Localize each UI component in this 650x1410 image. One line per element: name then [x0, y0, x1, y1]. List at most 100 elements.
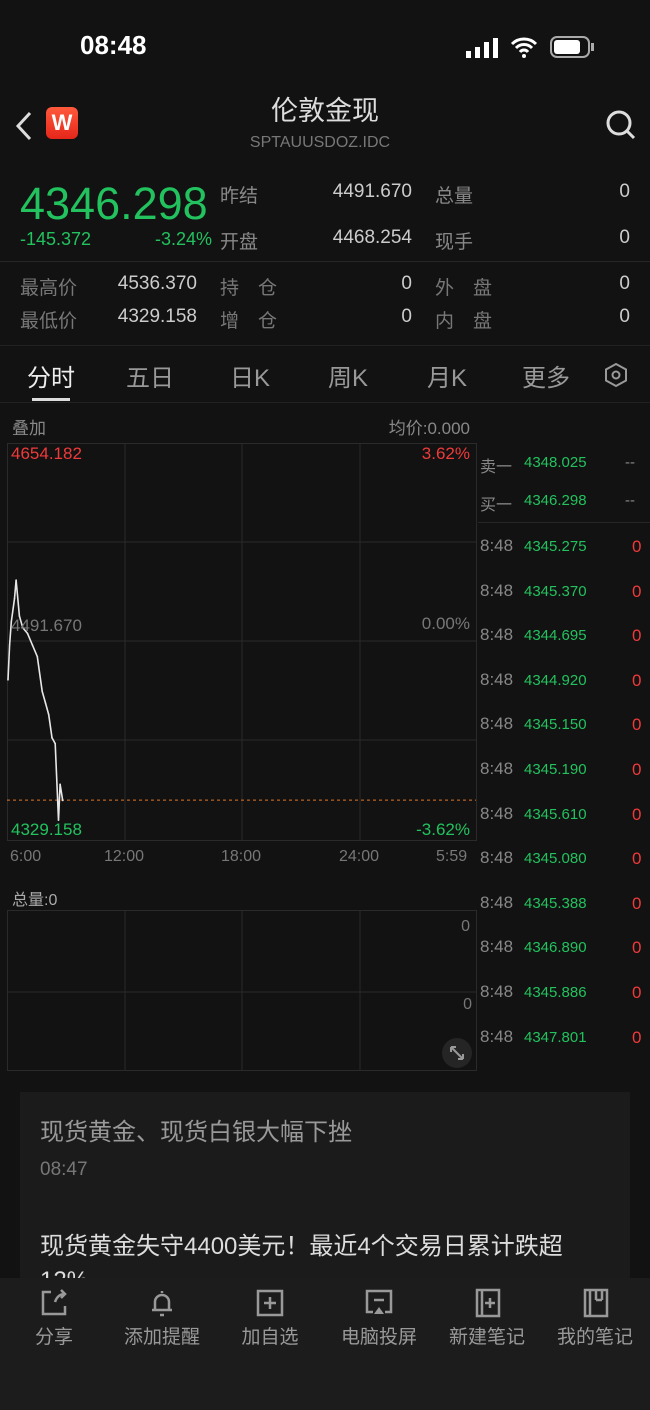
- expand-icon: [450, 1046, 464, 1060]
- tick-price: 4344.920: [524, 671, 587, 689]
- tick-volume: 0: [632, 804, 642, 824]
- ask-label: 卖一: [480, 459, 513, 476]
- tick-volume: 0: [632, 983, 642, 1002]
- price-point: [13, 597, 16, 600]
- price-point: [44, 702, 47, 704]
- price-point: [31, 644, 34, 646]
- field-label: 开盘: [220, 232, 259, 253]
- stat-label: 最高价: [20, 278, 78, 299]
- y-label-bottom: 4329.158: [11, 820, 82, 839]
- stat-label: 增 仓: [220, 311, 278, 332]
- volume-axis-top: 0: [461, 918, 470, 935]
- tick-volume: 0: [632, 938, 642, 958]
- stat-label: 最低价: [20, 311, 78, 332]
- share-icon: [41, 1289, 67, 1316]
- tick-price: 4346.890: [524, 939, 587, 957]
- stat-value: 0: [401, 273, 412, 294]
- tick-row: 8:48 4344.695 0: [480, 617, 650, 661]
- tick-price: 4345.886: [524, 984, 587, 1001]
- tick-row: 8:48 4345.370 0: [480, 573, 650, 617]
- y-pct-mid: 0.00%: [421, 614, 470, 633]
- tick-volume: 0: [632, 1027, 642, 1047]
- tick-volume: 0: [632, 715, 642, 735]
- price-point: [7, 679, 9, 681]
- overlay-button[interactable]: 叠加: [12, 419, 46, 438]
- settings-icon[interactable]: [603, 362, 629, 388]
- ask-price: 4348.025: [524, 454, 587, 471]
- stat-value: 4329.158: [117, 306, 197, 327]
- tick-row: 8:48 4345.190 0: [480, 751, 650, 795]
- tab-daily[interactable]: 日K: [230, 365, 271, 392]
- toolbar-label: 分享: [34, 1327, 73, 1348]
- price-point: [36, 655, 39, 658]
- tick-price: 4345.190: [524, 761, 587, 778]
- add-watchlist-button[interactable]: 加自选: [216, 1288, 324, 1349]
- x-tick: 24:00: [339, 848, 380, 865]
- tick-volume: 0: [632, 670, 642, 690]
- tick-time: 8:48: [480, 580, 514, 600]
- expand-button[interactable]: [442, 1038, 472, 1068]
- bottom-toolbar: 分享 添加提醒 加自选 电脑投屏 新建笔记 我的笔记: [0, 1278, 650, 1410]
- intraday-chart[interactable]: [0, 440, 478, 870]
- tab-weekly[interactable]: 周K: [328, 365, 369, 392]
- tick-row: 8:48 4347.801 0: [480, 1019, 650, 1063]
- tick-price: 4345.080: [524, 850, 587, 868]
- new-note-button[interactable]: 新建笔记: [433, 1288, 541, 1349]
- tick-time: 8:48: [480, 625, 514, 645]
- tick-price: 4347.801: [524, 1028, 587, 1046]
- field-label: 总量: [435, 186, 474, 207]
- new-note-icon: [475, 1288, 501, 1318]
- tab-monthly[interactable]: 月K: [427, 365, 468, 392]
- news-title[interactable]: 现货黄金、现货白银大幅下挫: [40, 1119, 352, 1146]
- field-value: 4491.670: [332, 181, 412, 202]
- tick-time: 8:48: [480, 1026, 514, 1046]
- tick-price: 4345.610: [524, 805, 587, 823]
- price-point: [47, 713, 50, 716]
- volume-axis-mid: 0: [463, 996, 472, 1013]
- add-alert-button[interactable]: 添加提醒: [108, 1288, 216, 1349]
- signal-icon: [466, 38, 498, 58]
- tick-time: 8:48: [480, 892, 514, 912]
- page-title: 伦敦金现: [271, 96, 379, 126]
- tick-time: 8:48: [480, 848, 514, 868]
- tick-row: 8:48 4345.080 0: [480, 840, 650, 884]
- volume-chart: [7, 910, 477, 1071]
- ask-row: 卖一 4348.025 --: [480, 450, 650, 494]
- tick-price: 4345.388: [524, 894, 587, 912]
- notebook-icon: [583, 1288, 609, 1318]
- nav-bar: W 伦敦金现 SPTAUUSDOZ.IDC: [0, 85, 650, 160]
- my-notes-button[interactable]: 我的笔记: [541, 1288, 649, 1349]
- field-label: 现手: [435, 232, 474, 253]
- back-icon[interactable]: [14, 111, 34, 141]
- price-point: [10, 621, 13, 623]
- x-tick: 18:00: [221, 848, 262, 865]
- tick-time: 8:48: [480, 937, 514, 957]
- app-logo[interactable]: W: [46, 107, 78, 139]
- bell-icon: [152, 1291, 172, 1317]
- bid-row: 买一 4346.298 --: [480, 488, 650, 532]
- field-value: 0: [619, 181, 630, 202]
- search-icon[interactable]: [605, 109, 637, 141]
- price-point: [26, 632, 29, 635]
- bid-label: 买一: [480, 497, 513, 514]
- cast-button[interactable]: 电脑投屏: [325, 1288, 433, 1349]
- tick-row: 8:48 4344.920 0: [480, 662, 650, 706]
- stat-label: 内 盘: [435, 311, 493, 332]
- tab-more[interactable]: 更多: [522, 365, 570, 392]
- price-point: [21, 626, 24, 629]
- stat-value: 0: [401, 306, 412, 327]
- tick-time: 8:48: [480, 714, 514, 734]
- status-bar: 08:48: [0, 30, 650, 66]
- tab-5day[interactable]: 五日: [126, 365, 174, 392]
- tick-time: 8:48: [480, 982, 514, 1001]
- tick-price: 4345.370: [524, 582, 587, 600]
- tick-row: 8:48 4345.275 0: [480, 528, 650, 572]
- news-card[interactable]: 现货黄金、现货白银大幅下挫 08:47 现货黄金失守4400美元！最近4个交易日…: [20, 1092, 630, 1294]
- price-point: [8, 644, 11, 646]
- price-point: [59, 783, 61, 786]
- bid-volume: --: [625, 492, 635, 509]
- tab-intraday[interactable]: 分时: [27, 365, 75, 392]
- tick-price: 4344.695: [524, 627, 587, 645]
- share-button[interactable]: 分享: [0, 1288, 108, 1349]
- stat-value: 0: [619, 306, 630, 327]
